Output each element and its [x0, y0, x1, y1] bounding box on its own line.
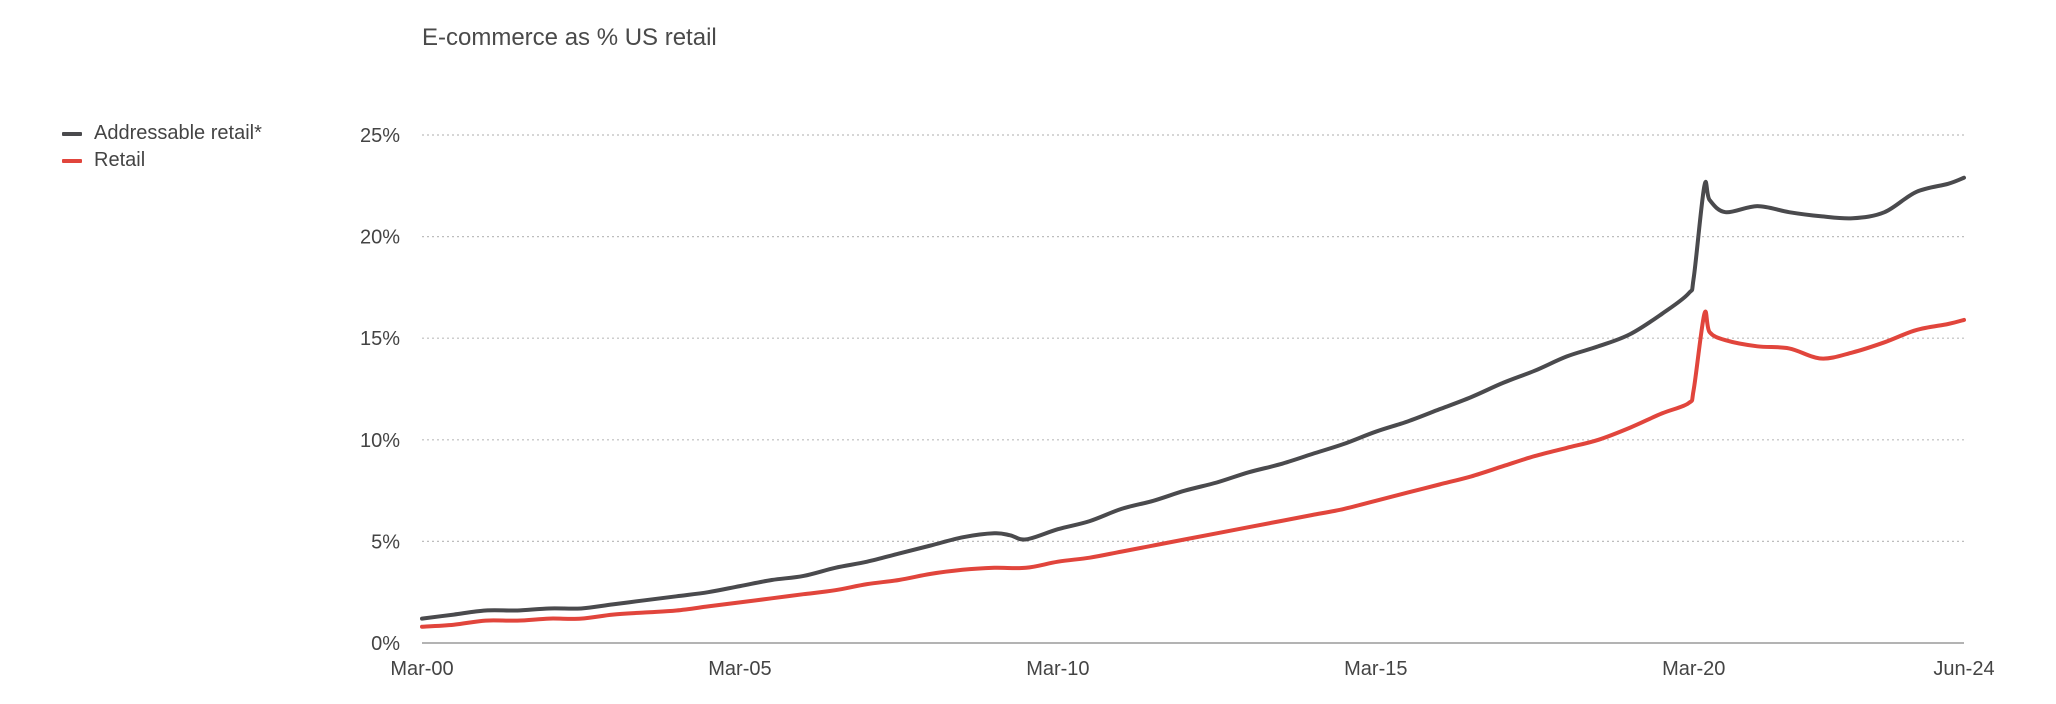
- x-tick-label: Mar-20: [1662, 658, 1725, 680]
- legend-swatch-retail: [62, 158, 82, 163]
- x-tick-label: Mar-00: [390, 658, 453, 680]
- y-tick-label: 10%: [360, 430, 400, 452]
- y-tick-label: 0%: [371, 633, 400, 655]
- x-tick-label: Mar-15: [1344, 658, 1407, 680]
- y-tick-label: 15%: [360, 328, 400, 350]
- legend: Addressable retail* Retail: [62, 120, 262, 174]
- x-tick-label: Jun-24: [1933, 658, 1994, 680]
- legend-label-retail: Retail: [94, 149, 146, 171]
- series-line-addressable-retail: [420, 175, 1966, 621]
- legend-item-retail: Retail: [62, 147, 262, 174]
- x-tick-label: Mar-10: [1026, 658, 1089, 680]
- x-tick-label: Mar-05: [708, 658, 771, 680]
- y-tick-label: 20%: [360, 227, 400, 249]
- legend-item-addressable-retail: Addressable retail*: [62, 120, 262, 147]
- legend-label-addressable-retail: Addressable retail*: [94, 122, 262, 144]
- y-tick-label: 5%: [371, 531, 400, 553]
- series-line-retail: [420, 309, 1966, 629]
- y-tick-label: 25%: [360, 125, 400, 147]
- chart-title: E-commerce as % US retail: [422, 24, 717, 51]
- legend-swatch-addressable-retail: [62, 131, 82, 136]
